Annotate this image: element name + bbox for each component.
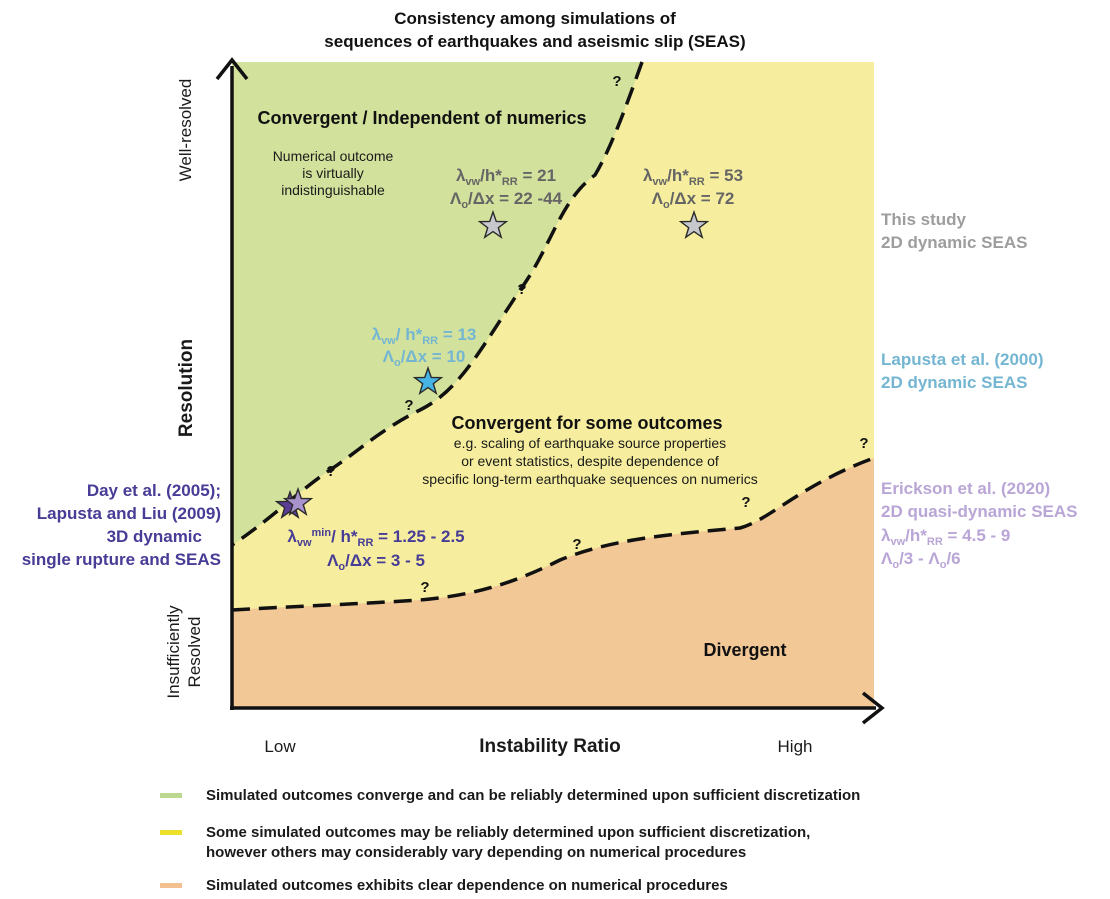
y-axis-arrowhead [215, 57, 249, 81]
this-study-label-1: This study [881, 210, 967, 229]
this-study-star-2 [678, 209, 710, 240]
some-outcomes-note-line-3: specific long-term earthquake sequences … [422, 471, 757, 487]
this-study-label-2: 2D dynamic SEAS [881, 233, 1027, 252]
some-outcomes-note-line-2: or event statistics, despite dependence … [461, 453, 719, 469]
day-2005-point-resolution: Λo/Δx = 3 - 5 [327, 551, 425, 573]
lapusta-liu-2009-star [282, 486, 314, 517]
lapusta-2000-point-resolution: Λo/Δx = 10 [383, 347, 466, 369]
this-study-point-2-resolution: Λo/Δx = 72 [652, 189, 735, 211]
this-study-point-2-ratio: λvw/h*RR = 53 [643, 166, 743, 188]
title-line-2: sequences of earthquakes and aseismic sl… [324, 32, 745, 51]
question-mark: ? [612, 73, 621, 90]
lapusta-2000-label-1: Lapusta et al. (2000) [881, 350, 1044, 369]
x-axis-low-label: Low [264, 737, 296, 756]
convergent-region-title: Convergent / Independent of numerics [257, 108, 586, 128]
erickson-2020-resolution: Λo/3 - Λo/6 [881, 549, 961, 571]
x-axis-high-label: High [778, 737, 813, 756]
erickson-2020-label-1: Erickson et al. (2020) [881, 479, 1050, 498]
green-region [232, 62, 642, 545]
legend-swatch-green [160, 793, 182, 798]
y-axis-high-label: Well-resolved [176, 79, 195, 182]
day-lapusta-label-2: Lapusta and Liu (2009) [37, 504, 221, 523]
legend-text: Some simulated outcomes may be reliably … [206, 824, 811, 861]
convergent-note-line-1: Numerical outcome [273, 148, 394, 164]
legend-text: Simulated outcomes converge and can be r… [206, 787, 861, 804]
orange-region [232, 458, 874, 708]
x-axis-arrowhead [861, 691, 885, 725]
upper-boundary [231, 61, 644, 547]
day-lapusta-label-3: 3D dynamic [107, 527, 202, 546]
convergent-note-line-2: is virtually [302, 165, 363, 181]
legend-item-divergent: Simulated outcomes exhibits clear depend… [160, 876, 728, 896]
some-outcomes-title: Convergent for some outcomes [451, 413, 722, 433]
y-axis-label: Resolution [176, 339, 197, 437]
lower-boundary [231, 456, 875, 612]
title-line-1: Consistency among simulations of [394, 9, 676, 28]
question-mark: ? [741, 494, 750, 511]
legend-item-some: Some simulated outcomes may be reliably … [160, 823, 810, 863]
divergent-region-title: Divergent [703, 640, 786, 660]
this-study-point-1-resolution: Λo/Δx = 22 -44 [450, 189, 563, 211]
day-lapusta-label-4: single rupture and SEAS [22, 550, 221, 569]
erickson-2020-ratio: λvw/h*RR = 4.5 - 9 [881, 526, 1010, 548]
question-mark: ? [420, 579, 429, 596]
this-study-point-1-ratio: λvw/h*RR = 21 [456, 166, 556, 188]
question-mark: ? [572, 536, 581, 553]
day-lapusta-label-1: Day et al. (2005); [87, 481, 221, 500]
y-axis-low-label-1: Insufficiently [164, 605, 183, 699]
lapusta-2000-label-2: 2D dynamic SEAS [881, 373, 1027, 392]
convergent-note-line-3: indistinguishable [281, 182, 385, 198]
this-study-star-1 [477, 209, 509, 240]
question-mark: ? [859, 435, 868, 452]
legend-swatch-yellow [160, 830, 182, 835]
question-mark: ? [326, 463, 335, 480]
legend-item-converge: Simulated outcomes converge and can be r… [160, 786, 860, 806]
y-axis-low-label-2: Resolved [185, 617, 204, 688]
lapusta-2000-point-ratio: λvw/ h*RR = 13 [372, 325, 477, 347]
lapusta-2000-star [412, 365, 444, 396]
day-2005-point-ratio: λvwmin/ h*RR = 1.25 - 2.5 [287, 527, 464, 549]
question-mark: ? [517, 281, 526, 298]
erickson-2020-label-2: 2D quasi-dynamic SEAS [881, 502, 1078, 521]
x-axis-label: Instability Ratio [479, 736, 620, 757]
legend-swatch-orange [160, 883, 182, 888]
question-mark: ? [404, 397, 413, 414]
legend-text: Simulated outcomes exhibits clear depend… [206, 877, 728, 894]
some-outcomes-note-line-1: e.g. scaling of earthquake source proper… [454, 435, 726, 451]
